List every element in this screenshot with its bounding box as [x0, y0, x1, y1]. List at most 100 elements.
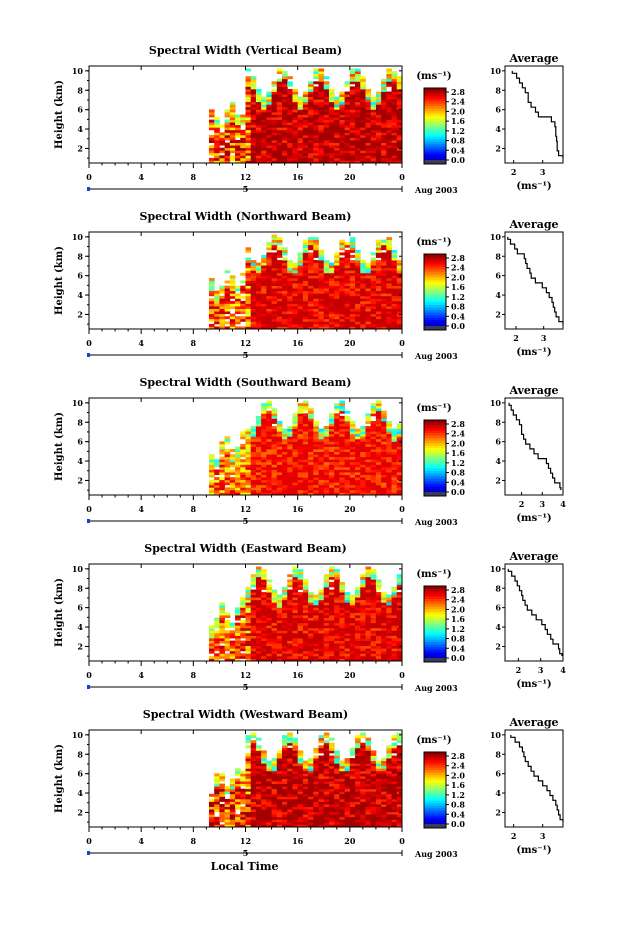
heatmap-cell — [229, 643, 236, 647]
heatmap-cell — [328, 267, 335, 271]
heatmap-cell — [396, 574, 403, 578]
colorbar-segment — [424, 470, 446, 474]
heatmap-cell — [323, 285, 330, 289]
heatmap-cell — [276, 239, 283, 243]
heatmap-cell — [240, 819, 246, 823]
heatmap-cell — [266, 599, 272, 603]
heatmap-cell — [328, 277, 335, 281]
heatmap-cell — [334, 586, 340, 590]
heatmap-cell — [297, 433, 304, 437]
heatmap-cell — [328, 262, 335, 266]
heatmap-cell — [297, 254, 304, 258]
heatmap-cell — [308, 316, 314, 320]
heatmap-cell — [334, 461, 340, 465]
heatmap-cell — [318, 68, 325, 72]
colorbar-frame — [423, 585, 447, 663]
heatmap-cell — [282, 449, 288, 452]
heatmap-cell — [271, 658, 278, 662]
heatmap-cell — [240, 461, 246, 465]
heatmap-cell — [245, 781, 252, 784]
heatmap-cell — [250, 145, 257, 149]
heatmap-cell — [276, 648, 283, 652]
heatmap-cell — [328, 622, 335, 626]
heatmap-cell — [360, 592, 366, 596]
heatmap-cell — [250, 638, 257, 641]
heatmap-cell — [344, 602, 351, 606]
heatmap-cell — [282, 592, 288, 596]
heatmap-cell — [240, 607, 246, 611]
heatmap-cell — [255, 132, 262, 136]
heatmap-cell — [297, 459, 304, 463]
heatmap-cell — [349, 300, 356, 304]
heatmap-cell — [381, 106, 387, 110]
heatmap-cell — [292, 96, 299, 100]
heatmap-cell — [349, 293, 356, 297]
heatmap-cell — [255, 466, 262, 470]
colorbar-tick-label: 0.4 — [451, 145, 465, 155]
heatmap-cell — [266, 635, 272, 639]
heatmap-cell — [308, 438, 314, 442]
heatmap-cell — [344, 653, 351, 657]
heatmap-cell — [339, 426, 346, 430]
heatmap-cell — [297, 140, 304, 143]
heatmap-cell — [370, 122, 377, 126]
heatmap-cell — [349, 88, 356, 92]
heatmap-cell — [375, 137, 382, 141]
heatmap-cell — [365, 632, 372, 636]
x-tick-label: 8 — [191, 670, 197, 680]
heatmap-cell — [214, 824, 220, 828]
heatmap-cell — [313, 653, 319, 657]
heatmap-cell — [375, 277, 382, 281]
heatmap-cell — [360, 589, 366, 593]
heatmap-cell — [323, 581, 330, 585]
heatmap-cell — [313, 466, 319, 470]
heatmap-cell — [261, 298, 267, 302]
heatmap-cell — [365, 438, 372, 442]
heatmap-cell — [240, 117, 246, 120]
heatmap-cell — [344, 433, 351, 437]
heatmap-cell — [370, 477, 377, 481]
heatmap-cell — [318, 615, 325, 618]
heatmap-cell — [344, 617, 351, 621]
heatmap-cell — [391, 433, 398, 437]
heatmap-cell — [375, 316, 382, 320]
heatmap-cell — [308, 433, 314, 437]
heatmap-cell — [229, 814, 236, 818]
heatmap-cell — [219, 466, 226, 470]
heatmap-cell — [271, 111, 278, 115]
heatmap-cell — [386, 645, 392, 649]
heatmap-cell — [370, 323, 377, 327]
heatmap-cell — [375, 627, 382, 631]
heatmap-cell — [355, 604, 361, 608]
heatmap-cell — [386, 295, 392, 299]
heatmap-cell — [313, 436, 319, 440]
heatmap-cell — [323, 303, 330, 307]
heatmap-cell — [365, 145, 372, 149]
heatmap-cell — [276, 622, 283, 626]
heatmap-cell — [318, 160, 325, 164]
heatmap-cell — [318, 129, 325, 133]
heatmap-cell — [334, 290, 340, 294]
heatmap-cell — [302, 316, 309, 320]
heatmap-cell — [255, 114, 262, 118]
heatmap-cell — [360, 648, 366, 652]
heatmap-cell — [266, 257, 272, 261]
heatmap-cell — [308, 272, 314, 276]
heatmap-cell — [245, 645, 252, 649]
heatmap-cell — [297, 622, 304, 626]
heatmap-cell — [344, 316, 351, 320]
heatmap-cell — [375, 323, 382, 327]
heatmap-cell — [360, 489, 366, 493]
heatmap-cell — [339, 420, 346, 424]
heatmap-cell — [370, 413, 377, 417]
heatmap-cell — [391, 114, 398, 118]
heatmap-cell — [245, 122, 252, 126]
heatmap-cell — [349, 306, 356, 309]
heatmap-cell — [308, 295, 314, 299]
heatmap-cell — [323, 653, 330, 657]
heatmap-cell — [245, 612, 252, 616]
heatmap-cell — [266, 323, 272, 327]
heatmap-cell — [339, 145, 346, 149]
heatmap-cell — [365, 94, 372, 98]
heatmap-cell — [381, 313, 387, 317]
